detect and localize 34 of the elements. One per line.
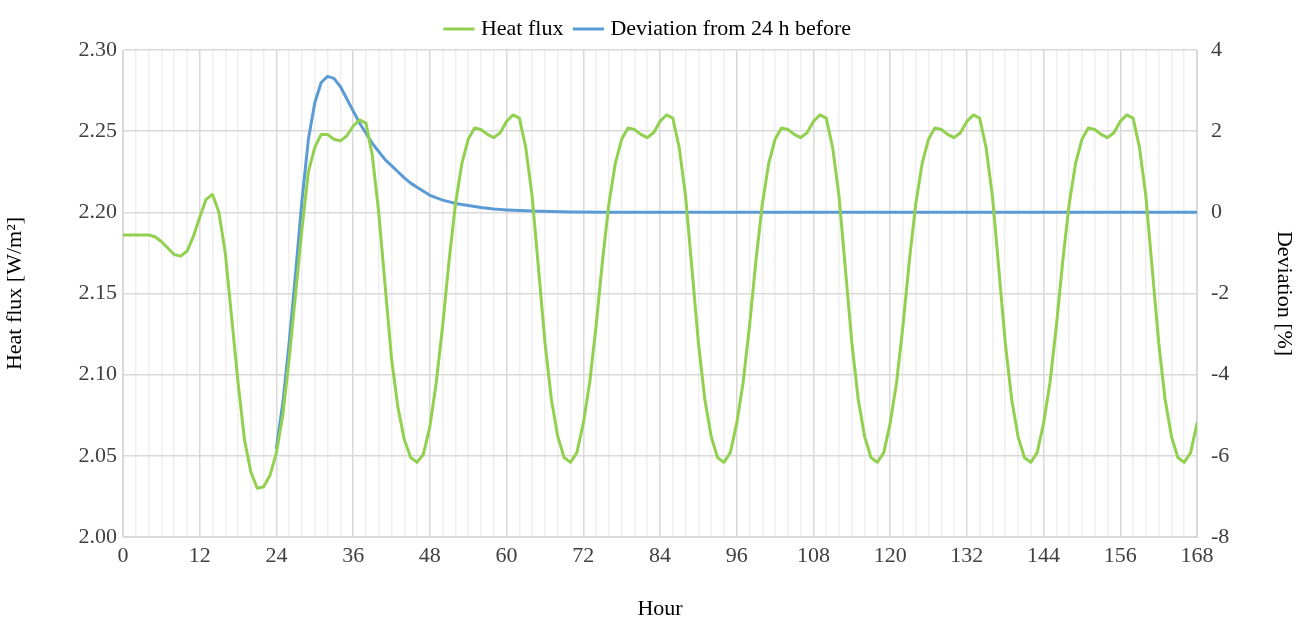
- y2-tick-label: 0: [1211, 198, 1222, 224]
- x-tick-label: 96: [725, 541, 748, 567]
- x-tick-label: 12: [188, 541, 211, 567]
- y2-tick-label: 4: [1211, 35, 1222, 61]
- x-tick-label: 48: [418, 541, 441, 567]
- y-tick-label: 2.20: [78, 198, 117, 224]
- y2-tick-label: -2: [1211, 279, 1230, 305]
- x-tick-label: 168: [1180, 541, 1214, 567]
- x-tick-label: 0: [117, 541, 129, 567]
- y-tick-label: 2.25: [78, 116, 117, 142]
- legend-label: Deviation from 24 h before: [610, 14, 852, 40]
- y-tick-label: 2.15: [78, 279, 117, 305]
- legend-label: Heat flux: [480, 14, 564, 40]
- y2-tick-label: -8: [1211, 522, 1230, 548]
- y2-axis-title: Deviation [%]: [1273, 230, 1299, 357]
- x-tick-label: 108: [796, 541, 830, 567]
- x-tick-label: 60: [495, 541, 518, 567]
- y-tick-label: 2.30: [78, 35, 117, 61]
- x-tick-label: 24: [265, 541, 288, 567]
- x-axis-title: Hour: [637, 594, 684, 620]
- x-tick-label: 132: [950, 541, 984, 567]
- y2-tick-label: -6: [1211, 441, 1230, 467]
- y-tick-label: 2.10: [78, 360, 117, 386]
- y2-tick-label: 2: [1211, 116, 1222, 142]
- x-tick-label: 156: [1103, 541, 1137, 567]
- y-axis-title: Heat flux [W/m²]: [0, 216, 26, 371]
- y2-tick-label: -4: [1211, 360, 1230, 386]
- x-tick-label: 144: [1027, 541, 1061, 567]
- x-tick-label: 84: [649, 541, 671, 567]
- x-tick-label: 36: [342, 541, 365, 567]
- y-tick-label: 2.00: [78, 522, 117, 548]
- x-tick-label: 120: [873, 541, 907, 567]
- y-tick-label: 2.05: [78, 441, 117, 467]
- x-tick-label: 72: [572, 541, 595, 567]
